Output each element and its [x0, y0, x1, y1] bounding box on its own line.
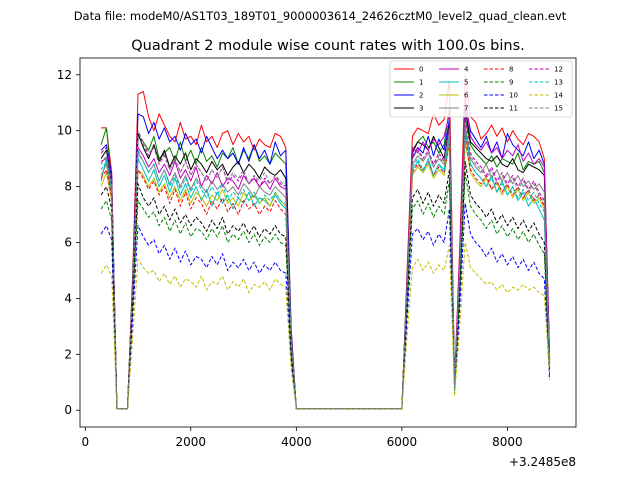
chart-title: Quadrant 2 module wise count rates with …	[131, 38, 525, 54]
legend-label-13: 13	[554, 79, 563, 87]
x-tick-label: 6000	[387, 435, 418, 449]
series-layer	[100, 74, 551, 410]
series-line-14	[100, 242, 551, 410]
x-tick-label: 2000	[176, 435, 207, 449]
legend-box	[389, 60, 573, 118]
x-tick-label: 0	[81, 435, 89, 449]
x-tick-label: 4000	[281, 435, 312, 449]
x-axis: 0 2000 4000 6000 8000	[81, 427, 523, 449]
legend-label-14: 14	[554, 92, 563, 100]
legend-label-2: 2	[419, 92, 423, 100]
legend-label-11: 11	[509, 105, 518, 113]
legend-label-5: 5	[464, 79, 468, 87]
y-tick-label: 8	[64, 180, 72, 194]
y-tick-label: 4	[64, 291, 72, 305]
legend-label-9: 9	[509, 79, 513, 87]
legend-label-3: 3	[419, 105, 423, 113]
series-line-15	[100, 121, 551, 410]
y-axis: 0 2 4 6 8 10 12	[57, 68, 80, 417]
y-tick-label: 10	[57, 124, 72, 138]
legend-label-0: 0	[419, 66, 423, 74]
legend-label-8: 8	[509, 66, 513, 74]
legend-label-6: 6	[464, 92, 469, 100]
x-tick-label: 8000	[492, 435, 523, 449]
figure-suptitle: Data file: modeM0/AS1T03_189T01_90000036…	[74, 9, 567, 23]
x-offset-label: +3.2485e8	[509, 455, 576, 469]
y-tick-label: 0	[64, 403, 72, 417]
legend-label-4: 4	[464, 66, 469, 74]
legend-label-12: 12	[554, 66, 563, 74]
axes-background	[80, 58, 576, 427]
y-tick-label: 6	[64, 236, 72, 250]
y-tick-label: 12	[57, 68, 72, 82]
legend-label-1: 1	[419, 79, 423, 87]
legend-label-10: 10	[509, 92, 518, 100]
legend-label-15: 15	[554, 105, 563, 113]
legend-label-7: 7	[464, 105, 468, 113]
y-tick-label: 2	[64, 347, 72, 361]
